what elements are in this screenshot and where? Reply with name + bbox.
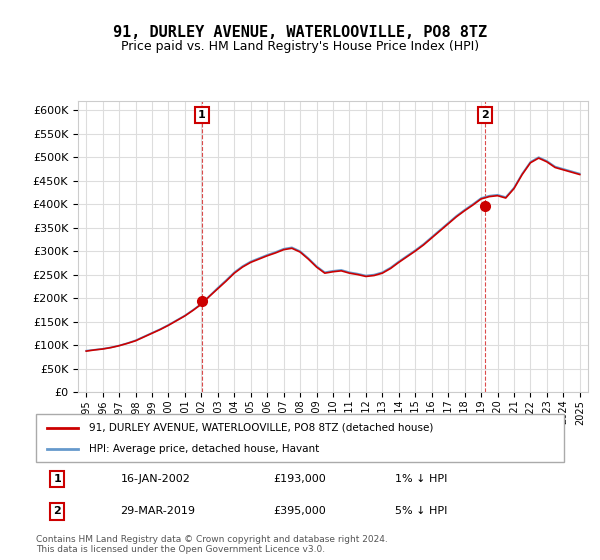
Text: 91, DURLEY AVENUE, WATERLOOVILLE, PO8 8TZ (detached house): 91, DURLEY AVENUE, WATERLOOVILLE, PO8 8T… [89, 423, 433, 433]
Text: 2: 2 [53, 506, 61, 516]
Text: £193,000: £193,000 [274, 474, 326, 484]
Text: 1% ↓ HPI: 1% ↓ HPI [395, 474, 448, 484]
Text: 16-JAN-2002: 16-JAN-2002 [121, 474, 190, 484]
Text: Price paid vs. HM Land Registry's House Price Index (HPI): Price paid vs. HM Land Registry's House … [121, 40, 479, 53]
Text: 2: 2 [481, 110, 489, 120]
Text: 1: 1 [198, 110, 206, 120]
FancyBboxPatch shape [36, 414, 564, 462]
Text: £395,000: £395,000 [274, 506, 326, 516]
Text: Contains HM Land Registry data © Crown copyright and database right 2024.
This d: Contains HM Land Registry data © Crown c… [36, 535, 388, 554]
Text: 91, DURLEY AVENUE, WATERLOOVILLE, PO8 8TZ: 91, DURLEY AVENUE, WATERLOOVILLE, PO8 8T… [113, 25, 487, 40]
Text: 29-MAR-2019: 29-MAR-2019 [121, 506, 196, 516]
Text: 1: 1 [53, 474, 61, 484]
Text: HPI: Average price, detached house, Havant: HPI: Average price, detached house, Hava… [89, 444, 319, 454]
Text: 5% ↓ HPI: 5% ↓ HPI [395, 506, 448, 516]
